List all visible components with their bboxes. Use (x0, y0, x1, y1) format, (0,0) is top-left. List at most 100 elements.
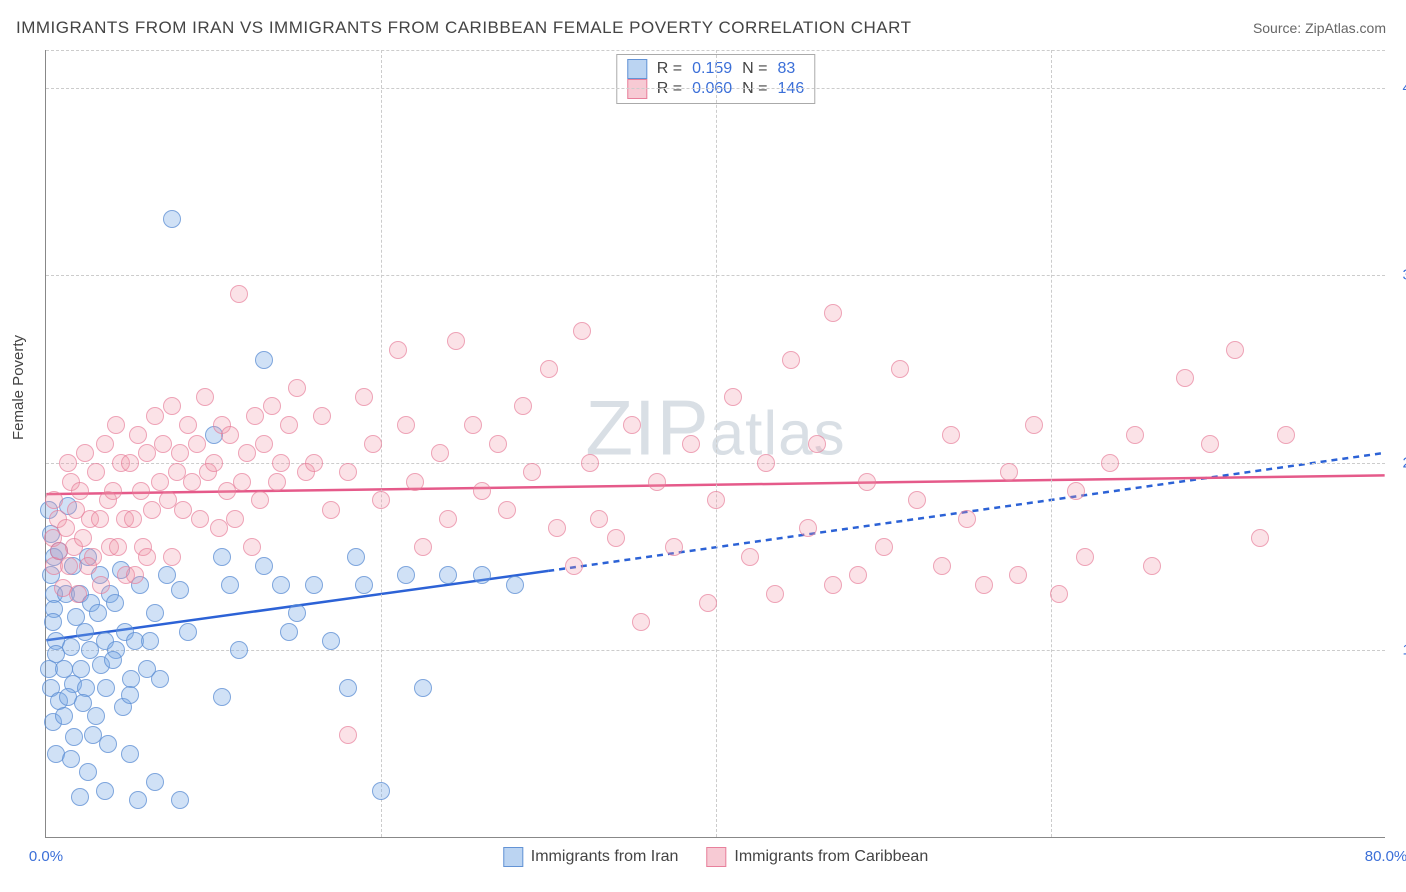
scatter-point (109, 538, 127, 556)
scatter-point (60, 557, 78, 575)
scatter-point (183, 473, 201, 491)
scatter-point (339, 679, 357, 697)
scatter-point (933, 557, 951, 575)
scatter-point (62, 638, 80, 656)
scatter-point (464, 416, 482, 434)
scatter-point (158, 566, 176, 584)
scatter-point (741, 548, 759, 566)
scatter-point (121, 686, 139, 704)
scatter-point (372, 491, 390, 509)
scatter-point (958, 510, 976, 528)
scatter-point (1050, 585, 1068, 603)
scatter-point (59, 454, 77, 472)
scatter-point (339, 463, 357, 481)
scatter-point (414, 679, 432, 697)
scatter-point (757, 454, 775, 472)
scatter-point (1201, 435, 1219, 453)
scatter-point (221, 426, 239, 444)
scatter-point (824, 304, 842, 322)
scatter-point (280, 416, 298, 434)
scatter-point (138, 548, 156, 566)
scatter-point (171, 581, 189, 599)
scatter-point (975, 576, 993, 594)
scatter-point (397, 566, 415, 584)
scatter-point (1067, 482, 1085, 500)
y-tick-label: 30.0% (1402, 267, 1406, 284)
scatter-point (129, 791, 147, 809)
scatter-point (96, 435, 114, 453)
scatter-point (65, 728, 83, 746)
scatter-point (171, 791, 189, 809)
scatter-point (389, 341, 407, 359)
scatter-point (489, 435, 507, 453)
scatter-point (146, 773, 164, 791)
chart-plot-area: ZIPatlas R = 0.159 N = 83 R = 0.060 N = … (45, 50, 1385, 838)
scatter-point (71, 788, 89, 806)
scatter-point (79, 557, 97, 575)
legend-item-1: Immigrants from Iran (503, 847, 679, 867)
scatter-point (540, 360, 558, 378)
scatter-point (106, 594, 124, 612)
scatter-point (473, 482, 491, 500)
scatter-point (72, 660, 90, 678)
scatter-point (55, 707, 73, 725)
scatter-point (126, 566, 144, 584)
vgrid-line (1051, 50, 1052, 837)
scatter-point (590, 510, 608, 528)
scatter-point (104, 482, 122, 500)
scatter-point (648, 473, 666, 491)
scatter-point (76, 444, 94, 462)
scatter-point (514, 397, 532, 415)
scatter-point (96, 782, 114, 800)
scatter-point (397, 416, 415, 434)
scatter-point (44, 613, 62, 631)
scatter-point (506, 576, 524, 594)
scatter-point (62, 750, 80, 768)
scatter-point (875, 538, 893, 556)
scatter-point (548, 519, 566, 537)
scatter-point (908, 491, 926, 509)
scatter-point (171, 444, 189, 462)
scatter-point (99, 735, 117, 753)
scatter-point (891, 360, 909, 378)
scatter-point (179, 623, 197, 641)
vgrid-line (716, 50, 717, 837)
y-tick-label: 20.0% (1402, 454, 1406, 471)
scatter-point (154, 435, 172, 453)
scatter-point (364, 435, 382, 453)
scatter-point (143, 501, 161, 519)
scatter-point (205, 454, 223, 472)
scatter-point (255, 557, 273, 575)
scatter-point (808, 435, 826, 453)
source-label: Source: ZipAtlas.com (1253, 20, 1386, 36)
legend-label-2: Immigrants from Caribbean (734, 848, 928, 866)
scatter-point (523, 463, 541, 481)
scatter-point (942, 426, 960, 444)
scatter-point (76, 623, 94, 641)
scatter-point (573, 322, 591, 340)
scatter-point (1126, 426, 1144, 444)
scatter-point (92, 576, 110, 594)
scatter-point (347, 548, 365, 566)
scatter-point (129, 426, 147, 444)
scatter-point (230, 641, 248, 659)
scatter-point (372, 782, 390, 800)
scatter-point (272, 576, 290, 594)
scatter-point (473, 566, 491, 584)
scatter-point (141, 632, 159, 650)
scatter-point (124, 510, 142, 528)
scatter-point (632, 613, 650, 631)
scatter-point (263, 397, 281, 415)
scatter-point (272, 454, 290, 472)
scatter-point (447, 332, 465, 350)
scatter-point (146, 407, 164, 425)
scatter-point (210, 519, 228, 537)
scatter-point (191, 510, 209, 528)
y-tick-label: 10.0% (1402, 642, 1406, 659)
scatter-point (230, 285, 248, 303)
scatter-point (87, 707, 105, 725)
x-tick-label: 0.0% (29, 848, 63, 865)
scatter-point (255, 435, 273, 453)
scatter-point (57, 519, 75, 537)
scatter-point (174, 501, 192, 519)
